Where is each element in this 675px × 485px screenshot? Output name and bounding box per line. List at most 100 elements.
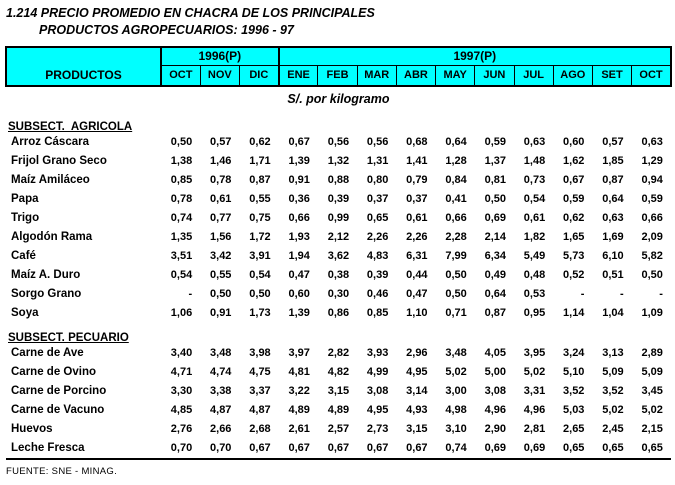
- table-row: Carne de Porcino 3,30 3,38 3,37 3,22 3,15 3,08…: [6, 382, 671, 401]
- product-name-cell: Trigo: [11, 212, 40, 225]
- price-value-cell: 0,71: [445, 307, 467, 320]
- price-value-cell: 1,56: [210, 231, 232, 244]
- price-value-cell: 3,48: [210, 347, 232, 360]
- price-value-cell: 0,46: [366, 288, 389, 301]
- price-value-cell: 0,50: [445, 288, 467, 301]
- price-value-cell: 0,85: [366, 307, 389, 320]
- price-value-cell: 1,31: [366, 155, 389, 168]
- price-value-cell: 3,00: [445, 385, 467, 398]
- price-value-cell: 0,55: [249, 193, 271, 206]
- title-line-1: 1.214 PRECIO PROMEDIO EN CHACRA DE LOS P…: [6, 6, 375, 20]
- price-value-cell: 0,54: [170, 269, 193, 282]
- product-name-cell: Café: [11, 250, 36, 263]
- price-value-cell: 0,87: [249, 174, 271, 187]
- price-value-cell: 0,67: [366, 442, 389, 455]
- product-name-cell: Frijol Grano Seco: [11, 155, 107, 168]
- price-value-cell: 0,81: [484, 174, 506, 187]
- price-value-cell: 2,57: [327, 423, 350, 436]
- price-value-cell: 3,30: [170, 385, 193, 398]
- section-header-cell: SUBSECT. PECUARIO: [6, 323, 671, 344]
- price-value-cell: 0,37: [406, 193, 428, 206]
- price-value-cell: 1,94: [288, 250, 310, 263]
- price-value-cell: 0,69: [484, 442, 506, 455]
- price-value-cell: 0,91: [210, 307, 232, 320]
- price-value-cell: 0,75: [249, 212, 271, 225]
- price-value-cell: 2,90: [484, 423, 506, 436]
- price-value-cell: 3,91: [249, 250, 271, 263]
- price-value-cell: 4,81: [288, 366, 310, 379]
- month-header-row: OCT NOV DIC ENE FEB MAR ABR MAY JUN JUL AGO SET OCT: [6, 64, 672, 87]
- price-value-cell: 0,59: [563, 193, 585, 206]
- price-value-cell: 0,63: [641, 136, 663, 149]
- price-value-cell: 2,81: [523, 423, 546, 436]
- product-name-cell: Arroz Cáscara: [11, 136, 89, 149]
- month-header: DIC: [238, 64, 280, 87]
- price-value-cell: 0,50: [170, 136, 193, 149]
- price-value-cell: 0,60: [288, 288, 310, 301]
- price-value-cell: 2,26: [366, 231, 389, 244]
- price-value-cell: 0,68: [406, 136, 428, 149]
- price-value-cell: 2,45: [602, 423, 624, 436]
- price-value-cell: 5,02: [523, 366, 546, 379]
- table-row: Carne de Ave 3,40 3,48 3,98 3,97 2,82 3,93 2,96…: [6, 344, 671, 363]
- price-value-cell: 0,57: [210, 136, 232, 149]
- price-value-cell: 3,38: [210, 385, 232, 398]
- price-value-cell: 1,85: [602, 155, 624, 168]
- price-value-cell: 2,15: [641, 423, 663, 436]
- price-value-cell: 6,31: [406, 250, 428, 263]
- price-value-cell: 1,09: [641, 307, 663, 320]
- year-group-header: 1996(P): [160, 45, 280, 66]
- price-value-cell: 0,74: [170, 212, 193, 225]
- year-header-row: PRODUCTOS 1996(P) 1997(P): [5, 45, 672, 87]
- price-value-cell: 0,50: [249, 288, 271, 301]
- price-value-cell: 0,80: [366, 174, 389, 187]
- price-value-cell: 4,96: [484, 404, 506, 417]
- price-value-cell: 0,30: [327, 288, 350, 301]
- month-header: NOV: [199, 64, 240, 87]
- price-value-cell: 1,39: [288, 307, 310, 320]
- price-value-cell: 0,57: [602, 136, 624, 149]
- price-value-cell: 5,03: [563, 404, 585, 417]
- price-value-cell: 1,93: [288, 231, 310, 244]
- price-value-cell: 0,91: [288, 174, 310, 187]
- table-row: Soya 1,06 0,91 1,73 1,39 0,86 0,85 1,10 0,71 0,87…: [6, 304, 671, 323]
- document-title: 1.214 PRECIO PROMEDIO EN CHACRA DE LOS P…: [0, 0, 675, 39]
- price-value-cell: 4,82: [327, 366, 350, 379]
- price-value-cell: 2,12: [327, 231, 350, 244]
- price-value-cell: 0,65: [641, 442, 663, 455]
- price-value-cell: 0,65: [366, 212, 389, 225]
- price-value-cell: 0,99: [327, 212, 350, 225]
- price-value-cell: 0,84: [445, 174, 467, 187]
- price-value-cell: 5,82: [641, 250, 663, 263]
- price-value-cell: 0,85: [170, 174, 193, 187]
- section-label: SUBSECT. AGRICOLA: [8, 120, 133, 133]
- price-value-cell: 4,99: [366, 366, 389, 379]
- price-value-cell: 5,09: [602, 366, 624, 379]
- price-value-cell: -: [659, 288, 663, 301]
- product-name-cell: Carne de Ovino: [11, 366, 96, 379]
- price-value-cell: 6,10: [602, 250, 624, 263]
- price-value-cell: 0,74: [445, 442, 467, 455]
- month-header: ABR: [395, 64, 437, 87]
- price-value-cell: 3,31: [523, 385, 546, 398]
- price-value-cell: 5,02: [641, 404, 663, 417]
- price-value-cell: 0,77: [210, 212, 232, 225]
- month-header: ENE: [277, 64, 319, 87]
- price-value-cell: 0,69: [523, 442, 546, 455]
- price-value-cell: 1,04: [602, 307, 624, 320]
- title-line-2: PRODUCTOS AGROPECUARIOS: 1996 - 97: [39, 22, 294, 37]
- price-value-cell: 1,82: [523, 231, 546, 244]
- price-value-cell: 3,40: [170, 347, 193, 360]
- price-value-cell: 3,97: [288, 347, 310, 360]
- price-value-cell: 2,61: [288, 423, 310, 436]
- price-value-cell: 0,50: [484, 193, 506, 206]
- section-header-row: SUBSECT. PECUARIO: [6, 323, 671, 344]
- price-value-cell: 3,48: [445, 347, 467, 360]
- price-value-cell: -: [188, 288, 193, 301]
- price-value-cell: 0,67: [406, 442, 428, 455]
- price-value-cell: 3,24: [563, 347, 585, 360]
- price-value-cell: 0,61: [523, 212, 546, 225]
- price-value-cell: 4,75: [249, 366, 271, 379]
- product-name-cell: Sorgo Grano: [11, 288, 82, 301]
- table-row: Maíz Amiláceo 0,85 0,78 0,87 0,91 0,88 0,80 0,7…: [6, 171, 671, 190]
